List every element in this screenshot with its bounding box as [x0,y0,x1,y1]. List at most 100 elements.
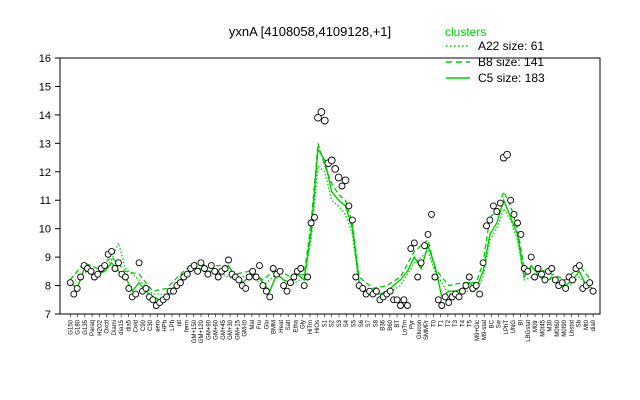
y-tick-label: 8 [45,281,51,293]
x-tick-label: T0 [431,319,437,327]
data-point [352,273,360,281]
data-point [211,267,219,275]
data-point [507,196,515,204]
data-point [290,273,298,281]
x-tick-label: BMM [272,320,278,334]
x-tick-label: GM+15 [235,319,241,340]
x-tick-label: S7 [366,319,372,327]
data-point [483,222,490,230]
data-point [562,284,570,292]
data-point [66,279,74,287]
data-point [73,284,81,292]
x-tick-label: Salt [286,320,292,331]
data-point [249,267,257,275]
data-point [269,265,277,272]
x-tick-label: nit [177,320,183,327]
data-point [551,276,559,284]
y-tick-label: 9 [45,252,51,264]
data-point [214,273,222,281]
data-point [276,267,284,275]
data-point [538,270,545,278]
data-point [541,276,549,284]
x-tick-label: HPh [163,320,169,332]
data-point [87,267,95,275]
data-point [434,296,442,304]
y-tick-label: 16 [39,53,51,65]
x-tick-label: M9-stat [482,320,488,340]
data-point [314,113,322,122]
data-point [421,242,429,250]
y-tick-label: 11 [40,195,51,207]
data-point [403,302,411,309]
x-tick-label: Cold [134,320,140,332]
x-tick-label: M30 [548,319,554,331]
x-tick-label: M0tr [533,320,539,332]
x-tick-label: HiOs [315,320,321,333]
data-point [197,259,205,267]
y-tick-label: 12 [39,167,51,179]
data-point [534,265,542,272]
data-point [417,259,425,267]
data-point [479,259,487,267]
x-tick-label: T5 [468,319,474,327]
data-point [517,230,525,238]
data-point [225,256,232,264]
data-point [503,150,511,159]
x-tick-label: M0t60 [555,319,561,336]
data-point [70,290,78,298]
data-point [341,176,350,185]
data-point [170,287,177,295]
data-point [286,279,294,287]
x-tick-label: LPh [170,320,176,331]
data-point [111,265,119,272]
data-point [548,265,556,272]
chart-title: yxnA [4108058,4109128,+1] [229,24,391,39]
series-line-c5 [69,146,594,301]
x-tick-label: Glucon [417,320,423,339]
data-point [304,273,312,281]
data-point [300,282,308,290]
x-tick-label: dia5 [126,319,132,331]
data-point [283,287,291,295]
x-tick-label: H2O2 [97,319,103,335]
data-point [235,276,243,284]
x-tick-label: T1 [439,319,445,327]
data-point [414,273,422,281]
data-point [496,199,504,207]
data-point [589,287,597,295]
x-tick-label: Etha [293,319,299,332]
x-tick-label: Oxctl [105,320,111,334]
data-point [149,296,157,304]
x-tick-label: M0t45 [540,319,546,336]
data-point [125,284,133,292]
x-tick-label: Gly [301,320,307,329]
x-tick-label: LPhT [504,320,510,335]
data-point [307,219,315,227]
x-tick-label: B36 [381,319,387,330]
data-point [558,279,566,287]
x-tick-label: T4 [460,319,466,327]
x-tick-label: HiTm [308,320,314,334]
x-tick-label: LoTm [402,320,408,335]
x-tick-label: S6 [359,319,365,327]
data-point [386,287,394,295]
data-point [458,287,466,295]
x-tick-label: Fru [257,320,263,329]
x-tick-label: G180 [76,319,82,334]
data-point [524,267,532,275]
data-point [245,273,253,281]
x-tick-label: Heat [279,320,285,333]
data-point [327,156,336,165]
data-point [527,253,535,261]
data-point [334,173,343,182]
data-point [94,270,102,278]
data-point [142,284,150,292]
x-tick-label: LBGstat [526,320,532,342]
x-tick-label: C30 [148,319,154,331]
data-point [77,273,85,281]
x-tick-label: aero [155,319,161,332]
legend-entry: B8 size: 141 [478,55,544,69]
data-point [163,293,171,301]
x-tick-label: S5 [352,319,358,327]
y-tick-label: 14 [39,110,51,122]
